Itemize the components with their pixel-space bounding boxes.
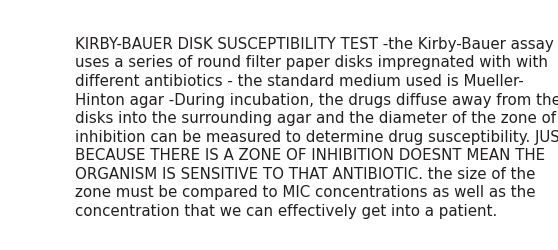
Text: zone must be compared to MIC concentrations as well as the: zone must be compared to MIC concentrati… (75, 184, 536, 200)
Text: concentration that we can effectively get into a patient.: concentration that we can effectively ge… (75, 203, 498, 218)
Text: Hinton agar -During incubation, the drugs diffuse away from the: Hinton agar -During incubation, the drug… (75, 92, 558, 107)
Text: ORGANISM IS SENSITIVE TO THAT ANTIBIOTIC. the size of the: ORGANISM IS SENSITIVE TO THAT ANTIBIOTIC… (75, 166, 536, 181)
Text: uses a series of round filter paper disks impregnated with with: uses a series of round filter paper disk… (75, 55, 549, 70)
Text: inhibition can be measured to determine drug susceptibility. JUST: inhibition can be measured to determine … (75, 129, 558, 144)
Text: BECAUSE THERE IS A ZONE OF INHIBITION DOESNT MEAN THE: BECAUSE THERE IS A ZONE OF INHIBITION DO… (75, 148, 546, 162)
Text: different antibiotics - the standard medium used is Mueller-: different antibiotics - the standard med… (75, 74, 524, 89)
Text: KIRBY-BAUER DISK SUSCEPTIBILITY TEST -the Kirby-Bauer assay: KIRBY-BAUER DISK SUSCEPTIBILITY TEST -th… (75, 37, 554, 52)
Text: disks into the surrounding agar and the diameter of the zone of: disks into the surrounding agar and the … (75, 111, 556, 126)
